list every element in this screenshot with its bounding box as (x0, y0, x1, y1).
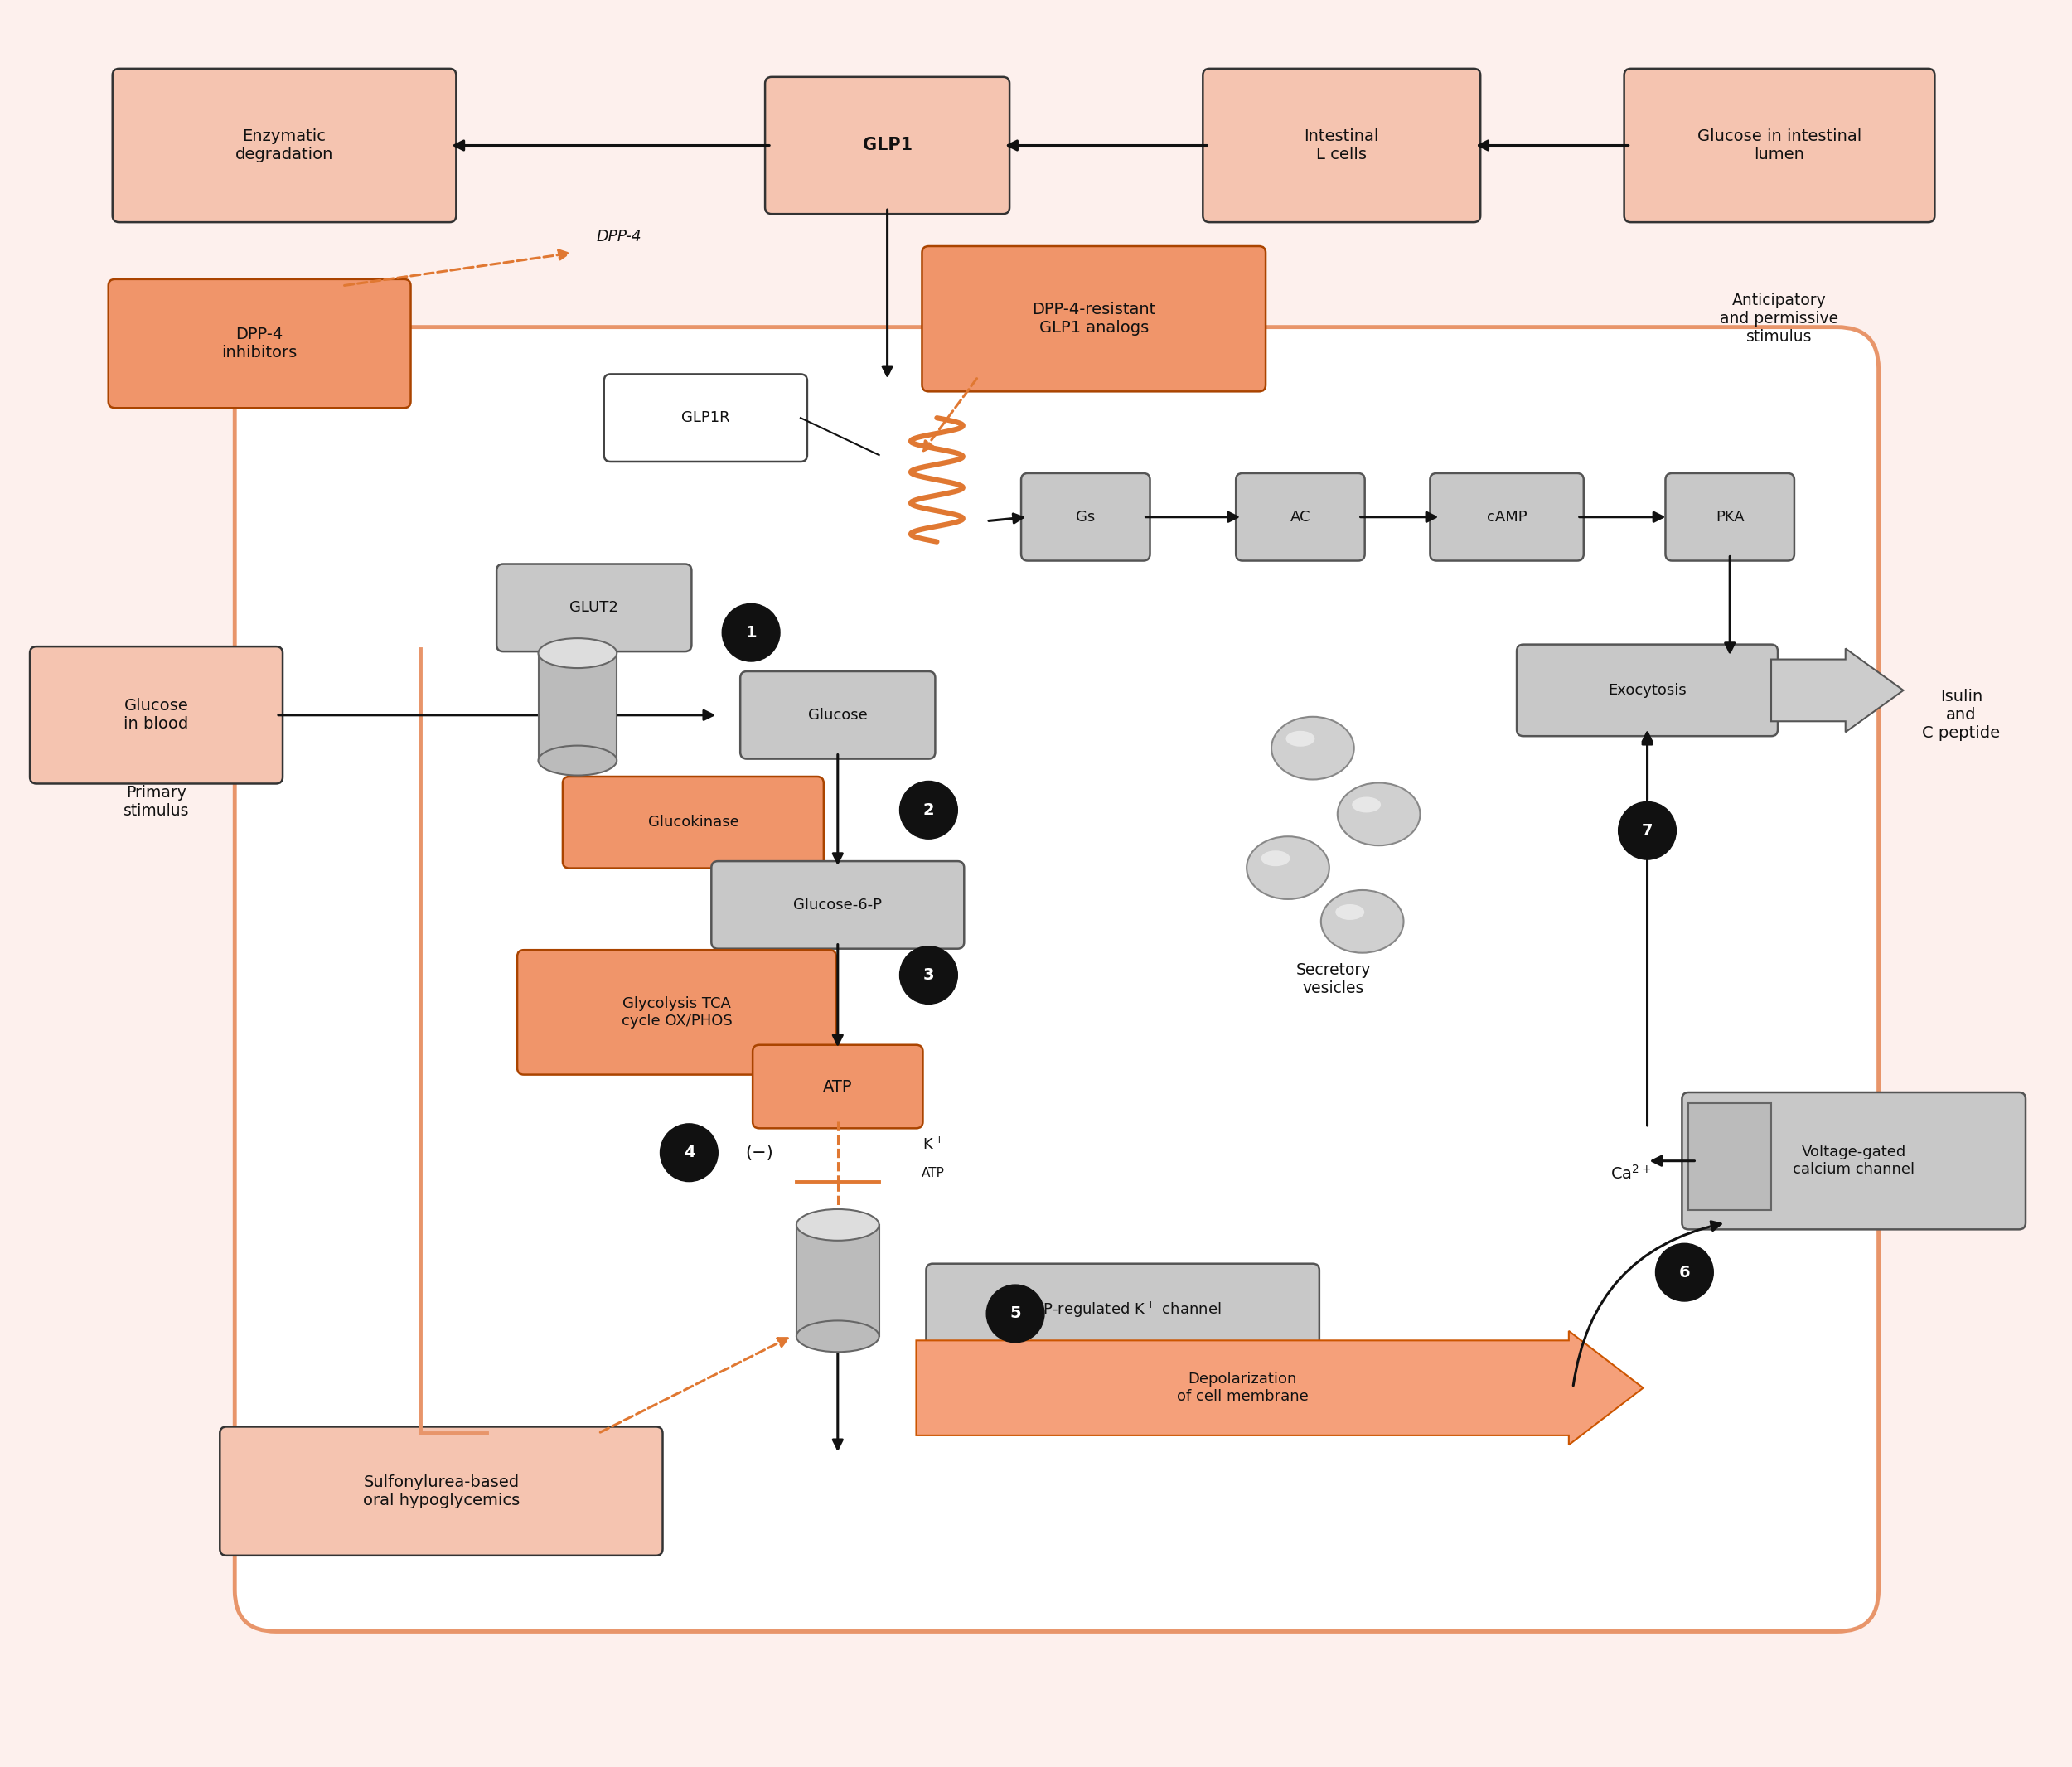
Ellipse shape (1339, 783, 1419, 846)
Text: Secretory
vesicles: Secretory vesicles (1295, 963, 1372, 997)
Text: Exocytosis: Exocytosis (1608, 682, 1687, 698)
Text: ATP: ATP (922, 1166, 945, 1180)
Ellipse shape (1262, 850, 1291, 866)
Text: 7: 7 (1641, 823, 1653, 839)
Text: K$^+$: K$^+$ (922, 1136, 943, 1152)
FancyBboxPatch shape (234, 327, 1879, 1631)
Circle shape (899, 781, 957, 839)
Text: GLP1: GLP1 (862, 138, 912, 154)
Text: Isulin
and
C peptide: Isulin and C peptide (1923, 689, 1999, 740)
FancyBboxPatch shape (1517, 645, 1778, 737)
FancyBboxPatch shape (711, 861, 963, 949)
FancyBboxPatch shape (1689, 1103, 1772, 1210)
FancyArrow shape (916, 1331, 1643, 1445)
Ellipse shape (1336, 905, 1363, 921)
Text: DPP-4
inhibitors: DPP-4 inhibitors (222, 327, 298, 360)
Text: Intestinal
L cells: Intestinal L cells (1303, 129, 1380, 163)
Text: DPP-4-resistant
GLP1 analogs: DPP-4-resistant GLP1 analogs (1032, 302, 1156, 336)
FancyBboxPatch shape (796, 1225, 879, 1336)
FancyBboxPatch shape (220, 1426, 663, 1555)
Text: Glycolysis TCA
cycle OX/PHOS: Glycolysis TCA cycle OX/PHOS (622, 997, 731, 1028)
FancyBboxPatch shape (1624, 69, 1935, 223)
FancyBboxPatch shape (1666, 474, 1794, 560)
FancyBboxPatch shape (112, 69, 456, 223)
Text: Glucose in intestinal
lumen: Glucose in intestinal lumen (1697, 129, 1861, 163)
Ellipse shape (1247, 836, 1330, 899)
Ellipse shape (539, 638, 617, 668)
Text: Voltage-gated
calcium channel: Voltage-gated calcium channel (1792, 1145, 1915, 1177)
Text: Depolarization
of cell membrane: Depolarization of cell membrane (1177, 1371, 1307, 1405)
FancyArrow shape (1772, 648, 1904, 732)
Ellipse shape (1351, 797, 1380, 813)
Text: (−): (−) (746, 1145, 773, 1161)
Ellipse shape (1272, 717, 1353, 779)
Text: Enzymatic
degradation: Enzymatic degradation (236, 129, 334, 163)
Text: 4: 4 (684, 1145, 694, 1161)
FancyBboxPatch shape (497, 564, 692, 652)
Text: GLUT2: GLUT2 (570, 601, 617, 615)
Text: DPP-4: DPP-4 (597, 228, 642, 244)
Text: GLP1R: GLP1R (682, 410, 729, 426)
FancyBboxPatch shape (603, 375, 808, 461)
Text: 3: 3 (922, 967, 934, 982)
FancyBboxPatch shape (926, 1263, 1320, 1355)
Text: ATP-regulated K$^+$ channel: ATP-regulated K$^+$ channel (1024, 1301, 1222, 1320)
FancyBboxPatch shape (108, 279, 410, 408)
Circle shape (986, 1285, 1044, 1343)
Text: Sulfonylurea-based
oral hypoglycemics: Sulfonylurea-based oral hypoglycemics (363, 1474, 520, 1507)
FancyBboxPatch shape (752, 1044, 922, 1129)
Text: ATP: ATP (823, 1078, 852, 1094)
FancyBboxPatch shape (765, 78, 1009, 214)
Circle shape (723, 604, 779, 661)
Text: 5: 5 (1009, 1306, 1021, 1322)
Text: Glucose
in blood: Glucose in blood (124, 698, 189, 732)
FancyBboxPatch shape (1235, 474, 1365, 560)
FancyBboxPatch shape (1430, 474, 1583, 560)
Text: Glucokinase: Glucokinase (649, 815, 740, 830)
FancyBboxPatch shape (740, 671, 934, 758)
Text: 6: 6 (1678, 1265, 1691, 1281)
Ellipse shape (539, 746, 617, 776)
Text: cAMP: cAMP (1488, 509, 1527, 525)
Text: Anticipatory
and permissive
stimulus: Anticipatory and permissive stimulus (1720, 293, 1838, 345)
Circle shape (661, 1124, 719, 1182)
FancyBboxPatch shape (539, 654, 617, 760)
Text: Glucose-6-P: Glucose-6-P (794, 898, 883, 912)
Ellipse shape (1322, 891, 1403, 952)
Text: 2: 2 (922, 802, 934, 818)
Circle shape (899, 947, 957, 1004)
Ellipse shape (1287, 732, 1316, 746)
Text: Glucose: Glucose (808, 707, 868, 723)
FancyBboxPatch shape (564, 776, 825, 868)
FancyBboxPatch shape (518, 951, 837, 1074)
FancyBboxPatch shape (922, 246, 1266, 392)
Ellipse shape (796, 1320, 879, 1352)
Text: Primary
stimulus: Primary stimulus (124, 785, 189, 818)
FancyBboxPatch shape (1682, 1092, 2026, 1230)
Circle shape (1618, 802, 1676, 859)
Text: Gs: Gs (1075, 509, 1096, 525)
FancyBboxPatch shape (29, 647, 282, 783)
Text: 1: 1 (746, 626, 756, 640)
Text: PKA: PKA (1716, 509, 1745, 525)
Text: Ca$^{2+}$: Ca$^{2+}$ (1610, 1164, 1651, 1182)
Ellipse shape (796, 1209, 879, 1240)
FancyBboxPatch shape (1021, 474, 1150, 560)
FancyBboxPatch shape (1204, 69, 1479, 223)
Circle shape (1656, 1244, 1714, 1301)
Text: AC: AC (1291, 509, 1310, 525)
